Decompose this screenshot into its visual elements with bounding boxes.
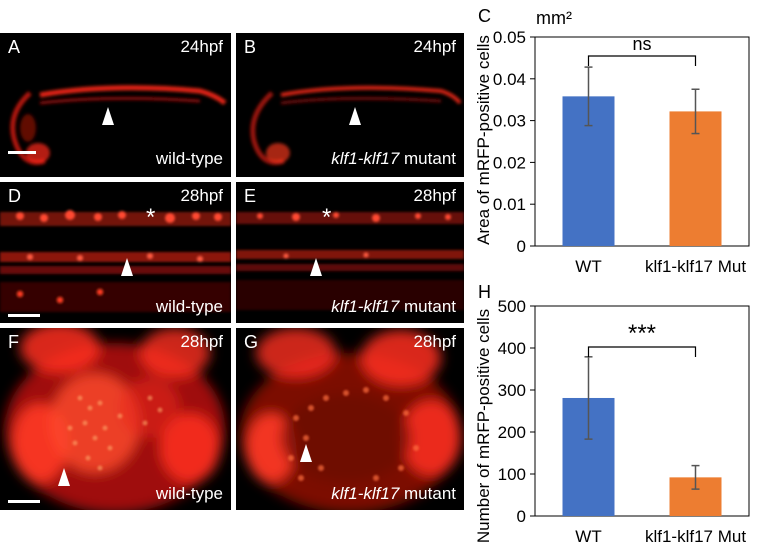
stage-label: 28hpf	[180, 186, 223, 205]
trunk-vasculature-image	[236, 212, 464, 310]
significance-bracket	[587, 55, 697, 66]
stage-label: 28hpf	[180, 332, 223, 351]
y-tick-label: 0	[517, 507, 526, 526]
genotype-label: wild-type	[156, 297, 223, 317]
plot-area: 0 0.01 0.02 0.03 0.04 0.05 WT klf1-klf17 Mut ns	[493, 28, 750, 276]
embryo-lateral-image	[250, 85, 462, 165]
genotype-italic: klf1-klf17	[331, 484, 400, 503]
panel-letter: G	[244, 332, 259, 352]
genotype-label: klf1-klf17 mutant	[331, 484, 456, 504]
panel-letter: D	[8, 186, 21, 206]
arrowhead-marker	[58, 468, 70, 486]
genotype-italic: klf1-klf17	[331, 297, 400, 316]
genotype-text: wild-type	[155, 484, 223, 503]
genotype-label: klf1-klf17 mutant	[331, 149, 456, 169]
micrograph-panel-a: A 24hpf wild-type	[0, 33, 231, 177]
arrowhead-marker	[121, 258, 133, 276]
significance-bracket	[587, 346, 697, 357]
chart-panel-label: H	[478, 282, 491, 302]
genotype-text: wild-type	[155, 149, 223, 168]
y-tick-label: 300	[498, 381, 526, 400]
stage-label: 28hpf	[413, 332, 456, 351]
panel-letter: F	[8, 332, 19, 352]
head-ventral-image	[5, 328, 225, 510]
genotype-label: wild-type	[156, 149, 223, 169]
y-tick-label: 0	[517, 237, 526, 256]
scale-bar	[8, 500, 40, 503]
arrowhead-marker	[349, 107, 361, 125]
y-axis-label: Area of mRFP-positive cells	[474, 35, 493, 245]
stage-label: 28hpf	[413, 186, 456, 205]
head-ventral-image	[240, 328, 461, 510]
y-tick-label: 400	[498, 339, 526, 358]
panel-letter: A	[8, 37, 21, 57]
y-tick-label: 0.05	[493, 28, 526, 47]
significance-label: ***	[628, 320, 656, 347]
panel-letter: E	[244, 186, 257, 206]
y-tick-label: 200	[498, 423, 526, 442]
trunk-vasculature-image	[0, 210, 231, 312]
micrograph-panel-b: B 24hpf klf1-klf17 mutant	[236, 33, 464, 177]
genotype-text: mutant	[399, 297, 456, 316]
bar-chart-count: H Number of mRFP-positive cells 0 100 200 3…	[474, 282, 750, 546]
genotype-italic: klf1-klf17	[331, 149, 400, 168]
micrograph-panel-e: E 28hpf * klf1-klf17 mutant	[236, 182, 464, 323]
genotype-text: mutant	[399, 484, 456, 503]
stage-label: 24hpf	[180, 37, 223, 56]
significance-label: ns	[632, 34, 651, 54]
micrograph-panel-f: F 28hpf wild-type	[0, 328, 231, 510]
y-tick-label: 500	[498, 297, 526, 316]
asterisk-marker: *	[146, 204, 156, 231]
genotype-text: mutant	[399, 149, 456, 168]
genotype-label: klf1-klf17 mutant	[331, 297, 456, 317]
scale-bar	[8, 151, 36, 154]
plot-frame	[534, 305, 750, 517]
bar-chart-area: C mm² Area of mRFP-positive cells 00.010…	[474, 6, 750, 276]
y-axis-label: Number of mRFP-positive cells	[474, 309, 493, 543]
chart-unit-label: mm²	[536, 8, 572, 28]
stage-label: 24hpf	[413, 37, 456, 56]
micrograph-panel-d: D 28hpf * wild-type	[0, 182, 231, 323]
chart-panel-label: C	[478, 6, 491, 26]
y-tick-label: 0.01	[493, 195, 526, 214]
category-label: klf1-klf17 Mut	[645, 257, 746, 276]
y-tick-label: 0.03	[493, 112, 526, 131]
arrowhead-marker	[300, 444, 312, 462]
plot-frame	[534, 36, 750, 247]
scale-bar	[8, 314, 40, 317]
y-tick-label: 100	[498, 465, 526, 484]
category-label: WT	[575, 257, 601, 276]
y-tick-label: 0.02	[493, 153, 526, 172]
embryo-lateral-image	[10, 85, 227, 165]
arrowhead-marker	[310, 258, 322, 276]
category-label: WT	[575, 527, 601, 546]
asterisk-marker: *	[322, 204, 332, 231]
genotype-label: wild-type	[156, 484, 223, 504]
y-tick-label: 0.04	[493, 70, 526, 89]
panel-letter: B	[244, 37, 257, 57]
genotype-text: wild-type	[155, 297, 223, 316]
arrowhead-marker	[102, 107, 114, 125]
micrograph-panel-g: G 28hpf klf1-klf17 mutant	[236, 328, 464, 510]
category-label: klf1-klf17 Mut	[645, 527, 746, 546]
plot-area: 0 100 200 300 400 500 WT klf1-klf17 Mut ***	[498, 297, 750, 546]
